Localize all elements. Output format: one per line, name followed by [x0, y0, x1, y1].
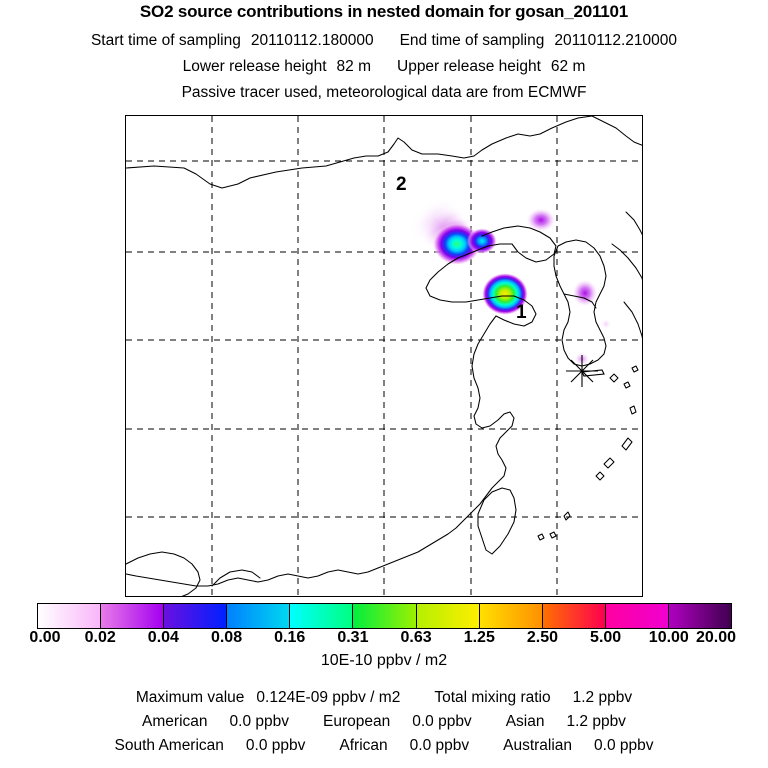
- european-label: European: [322, 713, 391, 730]
- colorbar-tick-1: 0.02: [84, 629, 116, 646]
- colorbar-segment-3: [227, 604, 291, 628]
- american-label: American: [142, 713, 208, 730]
- colorbar-tick-3: 0.08: [210, 629, 243, 646]
- plume-label-2: 2: [396, 174, 407, 195]
- map-gridlines: [126, 116, 642, 596]
- colorbar-segment-8: [542, 604, 606, 628]
- african-label: African: [339, 737, 388, 754]
- colorbar-tick-10: 10.00: [648, 629, 689, 646]
- colorbar-tick-5: 0.31: [337, 629, 369, 646]
- start-time-value: 20110112.180000: [250, 32, 374, 49]
- colorbar-segment-5: [353, 604, 417, 628]
- european-value: 0.0 ppbv: [412, 713, 472, 730]
- australian-label: Australian: [503, 737, 573, 754]
- map-plot-area: 2 1: [125, 115, 643, 597]
- colorbar-tick-8: 2.50: [526, 629, 559, 646]
- stat-row-continents-1: American 0.0 ppbv European 0.0 ppbv Asian 1.2…: [0, 710, 768, 734]
- concentration-field: [409, 196, 612, 366]
- figure-title: SO2 source contributions in nested domai…: [139, 2, 629, 21]
- colorbar-segment-7: [479, 604, 543, 628]
- statistics-block: Maximum value 0.124E-09 ppbv / m2 Total mi…: [0, 686, 768, 758]
- maximum-value-label: Maximum value: [135, 689, 245, 706]
- colorbar-tick-6: 0.63: [400, 629, 432, 646]
- colorbar-segment-6: [416, 604, 480, 628]
- total-mixing-ratio-label: Total mixing ratio: [434, 689, 551, 706]
- south-american-label: South American: [114, 737, 224, 754]
- colorbar-tick-11: 20.00: [695, 629, 737, 646]
- african-value: 0.0 ppbv: [409, 737, 470, 754]
- colorbar-segment-0: [38, 604, 102, 628]
- colorbar-unit-label: 10E-10 ppbv / m2: [320, 652, 448, 669]
- colorbar-segment-4: [290, 604, 354, 628]
- release-height-row: Lower release height 82 m Upper release he…: [0, 58, 768, 76]
- stat-row-summary: Maximum value 0.124E-09 ppbv / m2 Total mi…: [0, 686, 768, 710]
- stat-row-continents-2: South American 0.0 ppbv African 0.0 ppbv Aus…: [0, 734, 768, 758]
- colorbar-segment-10: [668, 604, 732, 628]
- plume-label-1: 1: [516, 302, 527, 323]
- colorbar-tick-0: 0.00: [29, 629, 61, 646]
- south-american-value: 0.0 ppbv: [245, 737, 306, 754]
- end-time-value: 20110112.210000: [554, 32, 678, 49]
- asian-label: Asian: [505, 713, 545, 730]
- total-mixing-ratio-value: 1.2 ppbv: [572, 689, 633, 706]
- colorbar: [37, 603, 732, 629]
- colorbar-tick-4: 0.16: [274, 629, 306, 646]
- american-value: 0.0 ppbv: [229, 713, 289, 730]
- asian-value: 1.2 ppbv: [566, 713, 626, 730]
- colorbar-tick-labels: 0.00 0.02 0.04 0.08 0.16 0.31 0.63 1.25 2.50 5.00…: [0, 629, 768, 651]
- map-coastlines: [126, 116, 642, 596]
- colorbar-segment-9: [605, 604, 669, 628]
- end-time-label: End time of sampling: [399, 32, 545, 49]
- colorbar-segment-1: [101, 604, 165, 628]
- lower-release-height-label: Lower release height: [182, 58, 327, 75]
- start-time-label: Start time of sampling: [90, 32, 241, 49]
- lower-release-height-value: 82 m: [336, 58, 371, 75]
- australian-value: 0.0 ppbv: [594, 737, 654, 754]
- upper-release-height-value: 62 m: [550, 58, 586, 75]
- colorbar-segment-2: [164, 604, 228, 628]
- colorbar-tick-2: 0.04: [147, 629, 179, 646]
- maximum-value: 0.124E-09 ppbv / m2: [256, 689, 401, 706]
- colorbar-tick-7: 1.25: [463, 629, 495, 646]
- upper-release-height-label: Upper release height: [397, 58, 541, 75]
- sampling-time-row: Start time of sampling 20110112.180000 End…: [0, 32, 768, 50]
- tracer-note: Passive tracer used, meteorological data…: [181, 84, 587, 101]
- receptor-star-icon: [566, 355, 605, 387]
- map-svg: [126, 116, 642, 596]
- colorbar-tick-9: 5.00: [590, 629, 622, 646]
